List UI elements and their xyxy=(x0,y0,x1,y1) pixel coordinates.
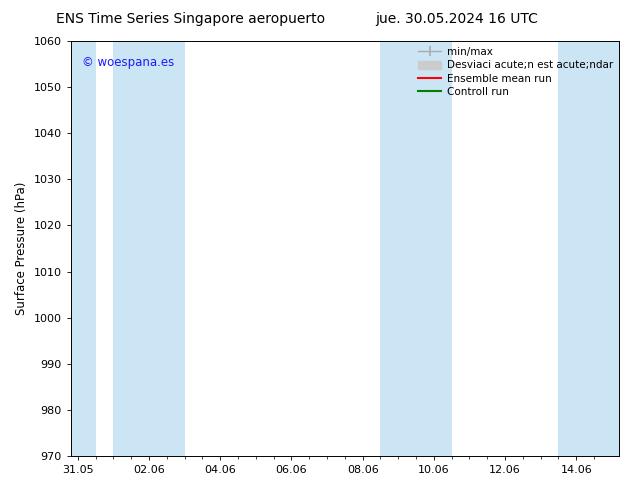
Bar xyxy=(380,41,451,456)
Text: © woespana.es: © woespana.es xyxy=(82,55,174,69)
Bar xyxy=(113,41,184,456)
Legend: min/max, Desviaci acute;n est acute;ndar, Ensemble mean run, Controll run: min/max, Desviaci acute;n est acute;ndar… xyxy=(414,43,617,101)
Text: ENS Time Series Singapore aeropuerto: ENS Time Series Singapore aeropuerto xyxy=(56,12,325,26)
Bar xyxy=(559,41,619,456)
Y-axis label: Surface Pressure (hPa): Surface Pressure (hPa) xyxy=(15,182,28,315)
Text: jue. 30.05.2024 16 UTC: jue. 30.05.2024 16 UTC xyxy=(375,12,538,26)
Bar xyxy=(71,41,96,456)
